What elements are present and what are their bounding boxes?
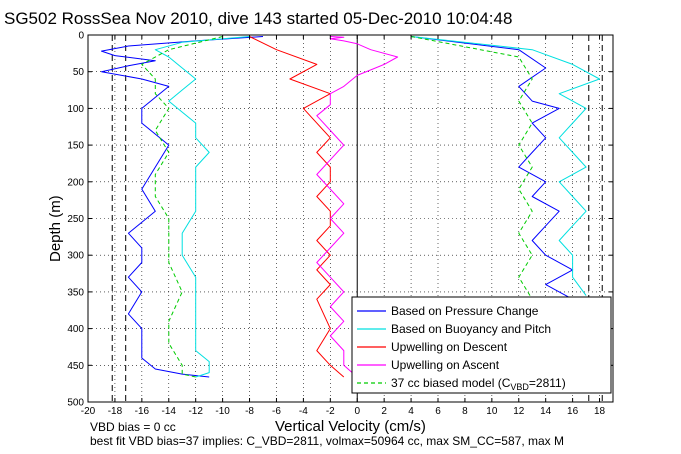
series-line [141,36,223,378]
chart-title: SG502 RossSea Nov 2010, dive 143 started… [4,9,512,28]
x-axis-label: Vertical Velocity (cm/s) [275,418,426,435]
footer-best-fit: best fit VBD bias=37 implies: C_VBD=2811… [90,434,564,448]
y-tick-label: 350 [67,287,84,298]
y-tick-label: 400 [67,324,84,335]
y-tick-label: 150 [67,141,84,152]
series-1 [101,36,574,378]
x-tick-label: -4 [299,406,308,417]
x-tick-label: 10 [486,406,498,417]
footer-vbd-bias: VBD bias = 0 cc [90,420,176,434]
series-line [154,36,250,378]
x-tick-label: 14 [540,406,552,417]
series-4 [316,36,399,378]
y-tick-label: 500 [67,398,84,409]
series-line [316,36,399,378]
y-axis-ticks: 0 50 100 150 200 250 300 350 400 450 500 [67,31,613,409]
y-tick-label: 100 [67,104,84,115]
legend-entry: Upwelling on Ascent [391,358,500,372]
x-tick-label: 16 [567,406,579,417]
legend-box [351,296,612,394]
legend-entry: 37 cc biased model (CVBD=2811) [391,376,566,392]
x-tick-label: 12 [513,406,525,417]
series-line [249,36,345,378]
y-tick-label: 200 [67,177,84,188]
legend-entry: Based on Buoyancy and Pitch [391,322,551,336]
x-tick-label: -12 [188,406,203,417]
series-group [101,36,600,378]
x-tick-label: 2 [381,406,387,417]
series-5 [141,36,533,378]
y-tick-label: 0 [78,31,84,42]
x-tick-label: -18 [108,406,123,417]
series-2 [154,36,600,378]
legend-entry: Upwelling on Descent [391,340,508,354]
x-tick-label: 4 [408,406,414,417]
y-tick-label: 300 [67,251,84,262]
x-tick-label: -2 [326,406,335,417]
y-tick-label: 50 [73,67,85,78]
x-tick-label: -14 [162,406,177,417]
y-tick-label: 250 [67,214,84,225]
x-axis-ticks: -20 -18 -16 -14 -12 -10 -8 -6 -4 -2 0 2 4 6 8 10 12 14 16 1… [81,35,606,417]
x-tick-label: -20 [81,406,96,417]
x-tick-label: 8 [462,406,468,417]
series-line [101,36,264,378]
y-axis-label: Depth (m) [47,195,64,262]
legend: Based on Pressure Change Based on Buoyanc… [351,296,612,394]
y-tick-label: 450 [67,361,84,372]
x-tick-label: 6 [435,406,441,417]
x-tick-label: 0 [354,406,360,417]
x-tick-label: -16 [135,406,150,417]
x-tick-label: 18 [594,406,606,417]
x-tick-label: -10 [215,406,230,417]
series-line [411,36,574,304]
series-3 [249,36,345,378]
x-tick-label: -6 [272,406,281,417]
series-line [411,36,600,296]
x-tick-label: -8 [245,406,254,417]
legend-entry: Based on Pressure Change [391,304,539,318]
